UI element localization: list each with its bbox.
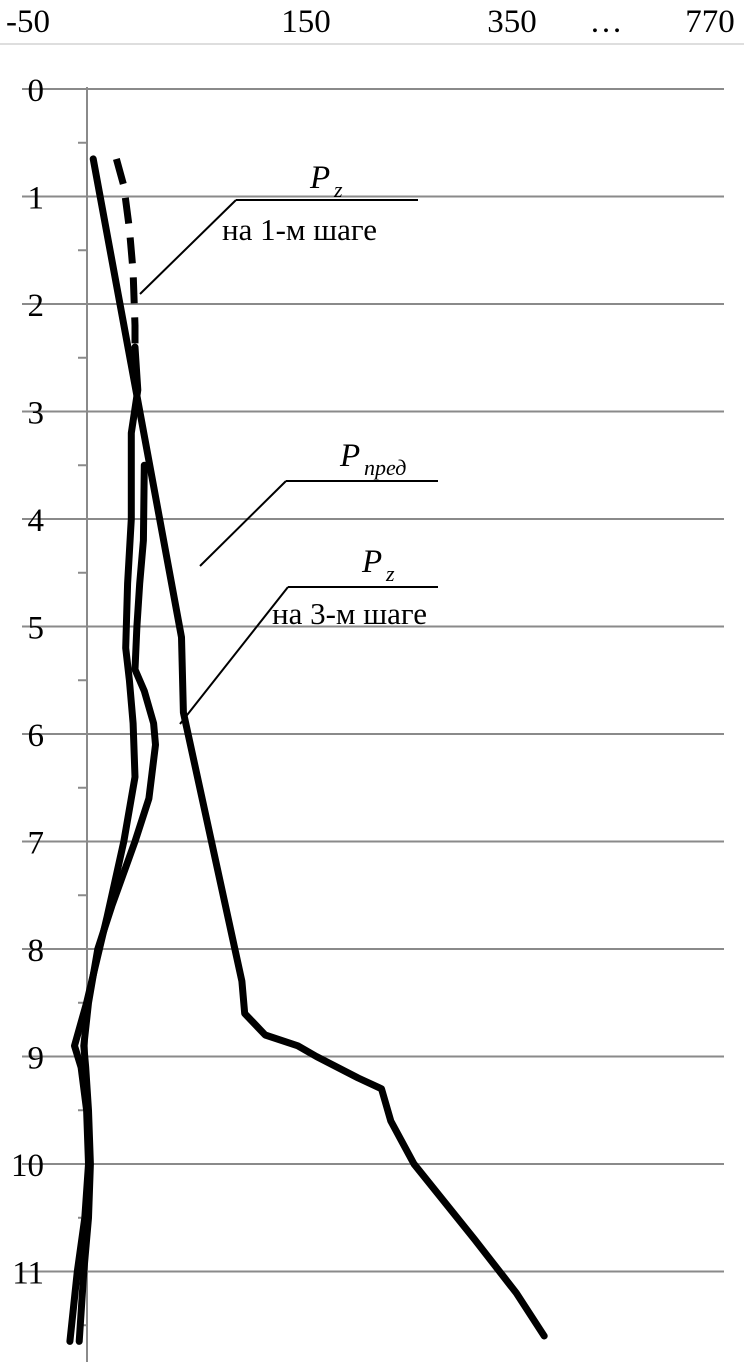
series-line-p_pred xyxy=(89,155,548,1340)
series-line-pz3_outer xyxy=(66,343,142,1345)
x-tick-label: 770 xyxy=(685,4,735,40)
series xyxy=(66,155,548,1345)
annotation-leader xyxy=(179,586,289,725)
y-tick-label: 8 xyxy=(28,933,45,969)
y-tick-label: 1 xyxy=(28,181,45,217)
x-tick-label: 150 xyxy=(281,4,331,40)
annotation-subscript: z xyxy=(333,177,343,202)
y-tick-label: 5 xyxy=(28,611,45,647)
annotation-text: на 1-м шаге xyxy=(222,212,377,247)
y-tick-label: 9 xyxy=(28,1041,45,1077)
x-tick-label: -50 xyxy=(6,4,50,40)
y-tick-label: 4 xyxy=(28,503,45,539)
y-tick-label: 2 xyxy=(28,288,45,324)
annotation-subscript: z xyxy=(385,561,395,586)
x-tick-label: 350 xyxy=(487,4,537,40)
series-line-pz1_dashed xyxy=(113,157,139,369)
annotation-symbol: P xyxy=(309,160,330,196)
annotation-leader xyxy=(139,199,237,295)
annotation-leader xyxy=(199,480,287,567)
y-tick-label: 0 xyxy=(28,73,45,109)
annotation-symbol: P xyxy=(339,438,360,474)
tick-labels: 0 1 2 3 4 5 6 7 8 9 10 11 -50 150 350 … 770 xyxy=(6,4,735,1292)
y-tick-label: 10 xyxy=(11,1148,44,1184)
annotation-text: на 3-м шаге xyxy=(272,596,427,631)
y-tick-label: 11 xyxy=(12,1256,44,1292)
y-tick-label: 7 xyxy=(28,826,45,862)
annotation-subscript: пред xyxy=(364,455,406,480)
x-tick-label: … xyxy=(590,4,623,40)
y-tick-label: 6 xyxy=(28,718,45,754)
y-tick-label: 3 xyxy=(28,396,45,432)
series-line-pz3_inner xyxy=(75,461,159,1345)
annotation-symbol: P xyxy=(361,544,382,580)
